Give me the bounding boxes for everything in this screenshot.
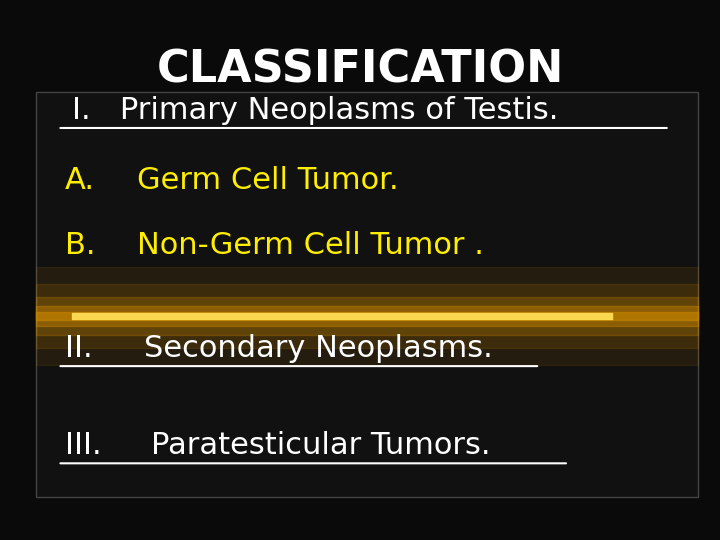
Text: II.: II. <box>65 334 92 363</box>
Text: Germ Cell Tumor.: Germ Cell Tumor. <box>137 166 398 195</box>
Text: III.: III. <box>65 431 102 460</box>
Text: Secondary Neoplasms.: Secondary Neoplasms. <box>144 334 492 363</box>
Text: A.: A. <box>65 166 95 195</box>
Text: Non-Germ Cell Tumor .: Non-Germ Cell Tumor . <box>137 231 484 260</box>
Text: CLASSIFICATION: CLASSIFICATION <box>156 49 564 92</box>
FancyBboxPatch shape <box>36 92 698 497</box>
Text: I.   Primary Neoplasms of Testis.: I. Primary Neoplasms of Testis. <box>72 96 559 125</box>
Text: B.: B. <box>65 231 95 260</box>
Text: Paratesticular Tumors.: Paratesticular Tumors. <box>151 431 491 460</box>
